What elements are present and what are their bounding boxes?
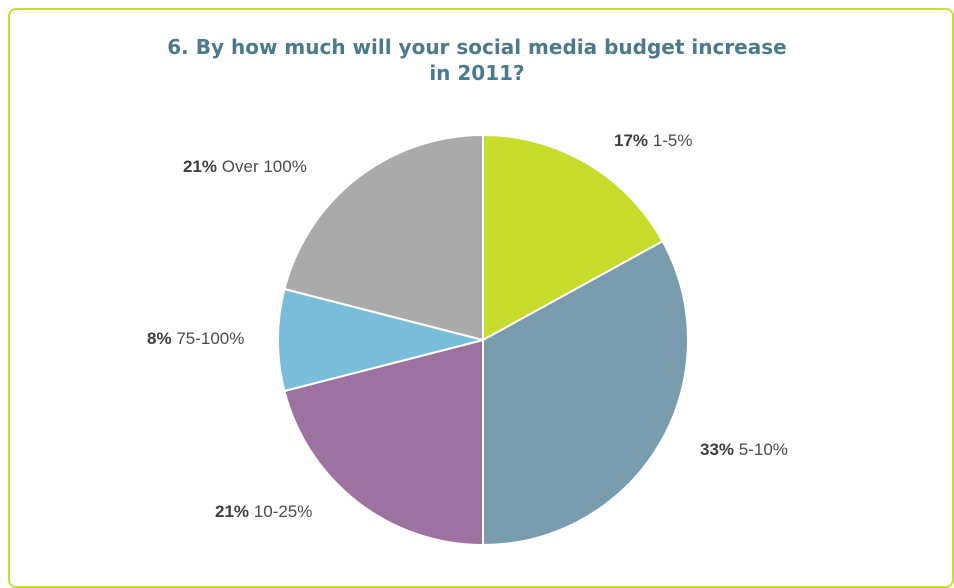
- pie-slice-5-10: [482, 239, 689, 547]
- slice-category: Over 100%: [221, 157, 307, 176]
- chart-title-line-2: in 2011?: [429, 61, 525, 85]
- pie-slice-75-100: [277, 287, 484, 393]
- slice-label-10-25: 21% 10-25%: [215, 502, 312, 522]
- chart-title-line-1: 6. By how much will your social media bu…: [167, 35, 787, 59]
- slice-label-75-100: 8% 75-100%: [147, 329, 244, 349]
- slice-percent: 33%: [700, 440, 735, 459]
- slice-label-1-5: 17% 1-5%: [614, 131, 692, 151]
- slice-label-over-100: 21% Over 100%: [183, 157, 307, 177]
- slice-label-5-10: 33% 5-10%: [700, 440, 788, 460]
- slice-category: 75-100%: [176, 329, 245, 348]
- pie-slice-10-25: [283, 338, 484, 547]
- slice-category: 10-25%: [253, 502, 313, 521]
- slice-category: 5-10%: [738, 440, 788, 459]
- pie-slice-1-5: [482, 133, 664, 342]
- slice-category: 1-5%: [652, 131, 693, 150]
- pie-chart: [277, 133, 689, 547]
- slice-percent: 21%: [183, 157, 218, 176]
- pie-slice-over-100: [283, 133, 484, 342]
- slice-percent: 8%: [147, 329, 172, 348]
- slice-percent: 21%: [215, 502, 250, 521]
- chart-title: 6. By how much will your social media bu…: [0, 34, 954, 86]
- slice-percent: 17%: [614, 131, 649, 150]
